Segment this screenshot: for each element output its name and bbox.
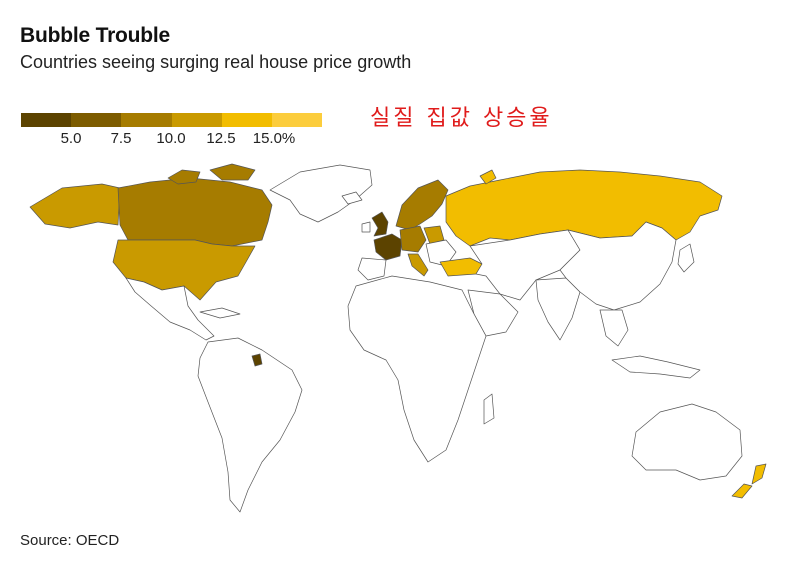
world-map — [29, 163, 767, 513]
region-new-zealand — [731, 463, 767, 499]
legend-swatch — [171, 113, 222, 127]
legend-tick: 15.0% — [252, 130, 296, 147]
legend-tick: 10.0 — [156, 130, 186, 147]
region-caribbean — [199, 307, 241, 319]
region-iberia — [357, 257, 387, 281]
region-madagascar — [483, 393, 495, 425]
region-canada-islands — [167, 163, 256, 185]
legend-swatch — [21, 113, 72, 127]
region-germany — [399, 225, 427, 253]
legend-swatch — [221, 113, 272, 127]
region-uk — [371, 211, 389, 237]
region-scandinavia — [395, 179, 449, 231]
region-southeast-asia — [599, 309, 629, 347]
region-japan — [677, 243, 695, 273]
region-indonesia — [611, 355, 701, 379]
korean-annotation: 실질 집값 상승율 — [370, 106, 553, 131]
region-china — [559, 221, 677, 311]
region-italy — [407, 253, 429, 277]
region-mexico — [125, 277, 215, 341]
region-ireland — [361, 221, 371, 233]
legend-tick: 7.5 — [110, 130, 132, 147]
legend-bar — [21, 113, 323, 127]
region-poland — [423, 225, 445, 245]
region-south-america — [197, 337, 303, 513]
color-legend: 5.0 7.5 10.0 12.5 15.0% — [21, 113, 323, 153]
region-africa — [347, 275, 487, 463]
legend-swatch — [71, 113, 122, 127]
legend-tick: 5.0 — [60, 130, 82, 147]
region-india — [535, 277, 581, 341]
legend-swatch — [271, 113, 323, 127]
legend-tick: 12.5 — [206, 130, 236, 147]
legend-swatch — [121, 113, 172, 127]
chart-subtitle: Countries seeing surging real house pric… — [20, 52, 412, 72]
region-eastern-europe — [425, 239, 457, 267]
region-russia-islands — [479, 169, 497, 185]
region-alaska — [29, 183, 121, 229]
region-canada — [117, 177, 273, 247]
region-australia — [631, 403, 743, 481]
chart-title: Bubble Trouble — [20, 24, 171, 47]
region-iceland — [341, 191, 363, 205]
source-note: Source: OECD — [20, 532, 120, 549]
region-french-guiana — [251, 353, 263, 367]
region-france — [373, 233, 403, 261]
